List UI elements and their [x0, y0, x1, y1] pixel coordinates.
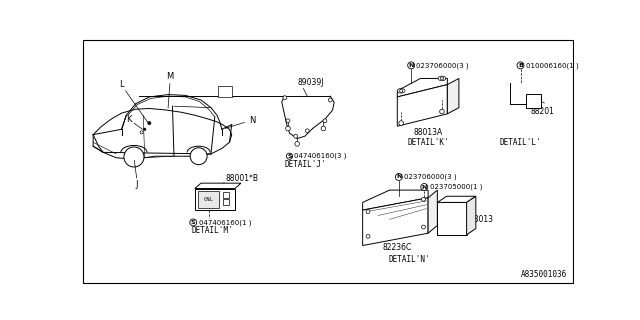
- Text: 88013A: 88013A: [413, 128, 443, 137]
- Circle shape: [286, 119, 290, 123]
- FancyBboxPatch shape: [223, 199, 228, 205]
- Circle shape: [190, 148, 207, 165]
- Text: 047406160(1 ): 047406160(1 ): [198, 219, 251, 226]
- Text: DETAIL'N': DETAIL'N': [388, 255, 429, 264]
- Ellipse shape: [438, 76, 446, 81]
- Polygon shape: [397, 84, 447, 126]
- Text: L: L: [119, 80, 124, 89]
- Text: J: J: [136, 180, 138, 189]
- Circle shape: [323, 119, 327, 123]
- Text: 023705000(1 ): 023705000(1 ): [429, 184, 482, 190]
- FancyBboxPatch shape: [198, 191, 220, 208]
- Text: N: N: [396, 174, 401, 180]
- Circle shape: [399, 121, 403, 125]
- Text: N: N: [250, 116, 256, 124]
- Circle shape: [422, 197, 426, 201]
- Text: 023706000(3 ): 023706000(3 ): [416, 62, 468, 68]
- Circle shape: [366, 210, 370, 213]
- Text: DETAIL'K': DETAIL'K': [407, 138, 449, 147]
- Circle shape: [294, 134, 298, 138]
- Circle shape: [285, 126, 291, 131]
- Text: 047406160(3 ): 047406160(3 ): [294, 153, 347, 159]
- FancyBboxPatch shape: [218, 86, 232, 97]
- Circle shape: [283, 96, 287, 100]
- Circle shape: [399, 89, 403, 92]
- Circle shape: [143, 128, 146, 131]
- Polygon shape: [447, 78, 459, 114]
- Circle shape: [440, 77, 444, 80]
- Text: 89039J: 89039J: [297, 77, 324, 87]
- Circle shape: [321, 126, 326, 131]
- Circle shape: [305, 129, 309, 133]
- Ellipse shape: [397, 88, 405, 93]
- Circle shape: [328, 98, 332, 102]
- Circle shape: [420, 184, 428, 190]
- Text: N: N: [408, 63, 414, 68]
- Circle shape: [287, 153, 292, 159]
- Circle shape: [440, 109, 444, 114]
- Text: A835001036: A835001036: [520, 270, 566, 279]
- Polygon shape: [195, 183, 241, 188]
- Text: 82236C: 82236C: [383, 243, 412, 252]
- FancyBboxPatch shape: [195, 188, 235, 210]
- Circle shape: [140, 131, 143, 134]
- Text: K: K: [127, 115, 132, 124]
- Text: DETAIL'M': DETAIL'M': [192, 226, 234, 235]
- Polygon shape: [467, 196, 476, 235]
- Text: 010006160(1 ): 010006160(1 ): [526, 62, 579, 68]
- Polygon shape: [363, 190, 428, 210]
- FancyBboxPatch shape: [437, 203, 467, 235]
- Text: DETAIL'L': DETAIL'L': [500, 138, 541, 147]
- Text: S: S: [287, 154, 292, 159]
- Text: B: B: [518, 63, 523, 68]
- Circle shape: [190, 219, 196, 226]
- Text: 88001*B: 88001*B: [225, 174, 259, 183]
- Text: N: N: [422, 185, 427, 189]
- Text: 88013: 88013: [470, 215, 493, 224]
- Circle shape: [396, 173, 403, 180]
- Circle shape: [295, 141, 300, 146]
- Circle shape: [124, 147, 144, 167]
- Circle shape: [366, 234, 370, 238]
- Circle shape: [148, 122, 151, 124]
- Polygon shape: [428, 190, 437, 233]
- FancyBboxPatch shape: [526, 94, 541, 108]
- Polygon shape: [397, 78, 447, 97]
- Text: S: S: [191, 220, 196, 225]
- FancyBboxPatch shape: [223, 192, 228, 198]
- Circle shape: [408, 62, 415, 69]
- Text: 023706000(3 ): 023706000(3 ): [404, 174, 457, 180]
- Text: DETAIL'J': DETAIL'J': [284, 160, 326, 169]
- Polygon shape: [363, 198, 428, 245]
- Text: M: M: [166, 72, 174, 81]
- Circle shape: [422, 225, 426, 229]
- Circle shape: [517, 62, 524, 69]
- Polygon shape: [437, 196, 476, 203]
- Text: CNL: CNL: [204, 197, 214, 202]
- Text: 88201: 88201: [531, 107, 554, 116]
